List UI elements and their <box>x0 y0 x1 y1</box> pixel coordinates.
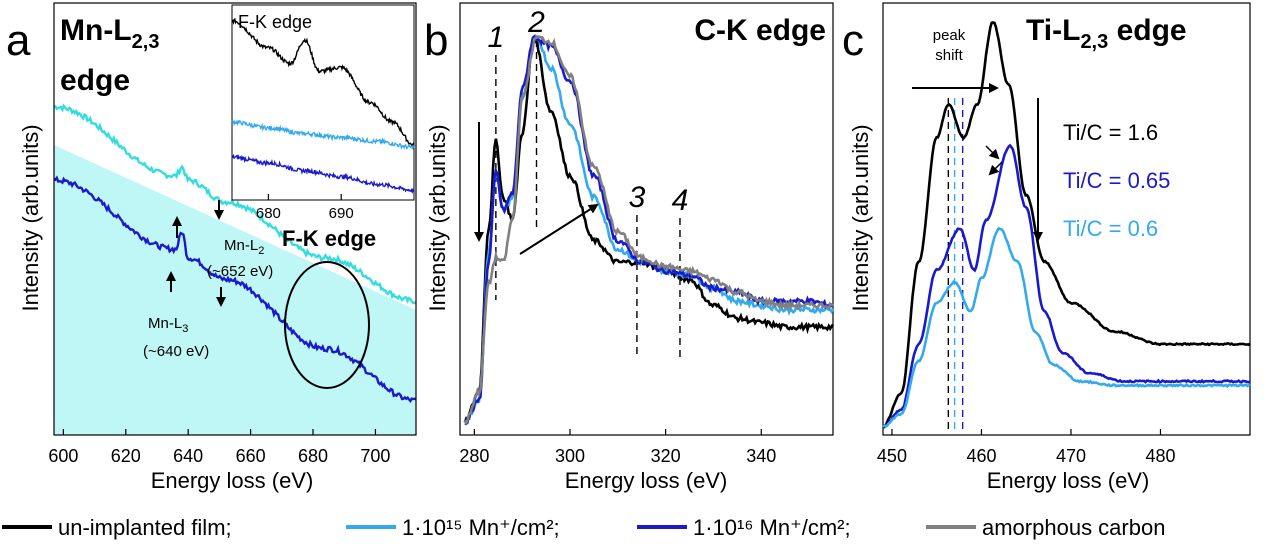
panel-a-letter: a <box>6 16 31 65</box>
inset-title: F-K edge <box>238 12 312 32</box>
panel-b-title: C-K edge <box>694 14 826 47</box>
fk-edge-label: F-K edge <box>282 226 376 251</box>
panel-b: 1 2 3 4 280 300 320 340 b C-K edge Energy loss… <box>424 2 835 493</box>
panel-c-series-2 <box>882 226 1251 428</box>
panel-c-x-tick-label: 460 <box>966 446 996 466</box>
panel-a-series-1 <box>53 175 417 404</box>
l2-label: Mn-L2 <box>224 237 264 257</box>
panel-a-x-tick-label: 700 <box>360 446 390 466</box>
panel-b-x-tick-label: 280 <box>459 446 489 466</box>
l3-energy: (~640 eV) <box>143 343 209 360</box>
panel-a-xlabel: Energy loss (eV) <box>151 468 314 493</box>
legend-label-amorphous: amorphous carbon <box>982 515 1165 540</box>
ratio-label-1: Ti/C = 0.65 <box>1063 168 1170 193</box>
legend: un-implanted film; 1·10¹⁵ Mn⁺/cm²; 1·10¹⁶ … <box>2 515 1165 540</box>
peak-shift-label-2: shift <box>935 47 963 64</box>
panel-a: 600 620 640 660 680 700 a Mn-L2,3 edge Mn-L2 … <box>6 2 417 493</box>
panel-a-x-tick-label: 620 <box>111 446 141 466</box>
panel-a-x-tick-label: 600 <box>48 446 78 466</box>
legend-label-mn1e15: 1·10¹⁵ Mn⁺/cm²; <box>402 515 560 540</box>
panel-b-xlabel: Energy loss (eV) <box>565 468 728 493</box>
panel-c-x-tick-label: 480 <box>1145 446 1175 466</box>
panel-c-series-0 <box>882 21 1251 429</box>
c-small-arrow-2 <box>988 161 1003 176</box>
l3-label: Mn-L3 <box>148 315 188 335</box>
panel-a-frame <box>53 2 417 436</box>
panel-c-frame <box>882 2 1251 436</box>
peak-shift-label: peak <box>933 27 966 44</box>
panel-b-x-tick-label: 320 <box>651 446 681 466</box>
ratio-label-2: Ti/C = 0.6 <box>1063 216 1158 241</box>
panel-a-x-tick-label: 640 <box>173 446 203 466</box>
panel-a-x-tick-label: 680 <box>298 446 328 466</box>
l2-energy: (~652 eV) <box>207 263 273 280</box>
panel-c-letter: c <box>842 16 864 65</box>
legend-label-mn1e16: 1·10¹⁶ Mn⁺/cm²; <box>693 515 851 540</box>
fk-edge-ellipse <box>284 261 370 389</box>
panel-b-letter: b <box>424 16 448 65</box>
legend-label-unimplanted: un-implanted film; <box>58 515 232 540</box>
panel-a-x-tick-label: 660 <box>236 446 266 466</box>
inset-x-tick-label: 690 <box>329 205 354 222</box>
b-diagonal-arrow <box>519 203 599 255</box>
inset-frame <box>231 4 415 201</box>
panel-a-series-0 <box>53 103 417 305</box>
panel-b-series-3 <box>463 35 834 426</box>
inset: 680 690 F-K edge <box>231 4 415 222</box>
panel-b-x-tick-label: 340 <box>746 446 776 466</box>
panel-c-xlabel: Energy loss (eV) <box>987 468 1150 493</box>
peak-label-1: 1 <box>488 21 505 54</box>
c-small-arrow-1 <box>985 145 1000 160</box>
panel-a-ylabel: Intensity (arb.units) <box>18 124 43 311</box>
panel-c-x-tick-label: 450 <box>877 446 907 466</box>
panel-b-frame <box>459 2 834 436</box>
inset-series-1 <box>231 119 415 150</box>
panel-c-series-1 <box>882 143 1251 428</box>
panel-c-title: Ti-L2,3 edge <box>1026 14 1187 53</box>
peak-label-4: 4 <box>672 184 689 217</box>
panel-c-ylabel: Intensity (arb.units) <box>848 124 873 311</box>
inset-series-0 <box>231 17 415 148</box>
inset-series-2 <box>231 153 415 195</box>
peak-label-3: 3 <box>629 181 646 214</box>
panel-c-x-tick-label: 470 <box>1056 446 1086 466</box>
panel-a-title-line2: edge <box>60 64 130 97</box>
panel-c: 450 460 470 480 peak shift c Ti-L2,3 edge T… <box>842 2 1251 493</box>
inset-x-tick-label: 680 <box>256 205 281 222</box>
panel-b-ylabel: Intensity (arb.units) <box>425 124 450 311</box>
panel-b-x-tick-label: 300 <box>555 446 585 466</box>
panel-a-title: Mn-L2,3 <box>60 14 159 53</box>
ratio-label-0: Ti/C = 1.6 <box>1063 120 1158 145</box>
peak-label-2: 2 <box>527 6 545 39</box>
